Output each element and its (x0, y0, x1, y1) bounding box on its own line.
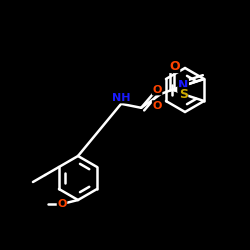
Text: O: O (57, 199, 67, 209)
Text: O: O (152, 101, 162, 111)
Text: NH: NH (112, 93, 130, 103)
Text: O: O (169, 60, 180, 72)
Text: S: S (179, 88, 188, 101)
Text: O: O (152, 85, 162, 95)
Text: N: N (178, 79, 188, 92)
